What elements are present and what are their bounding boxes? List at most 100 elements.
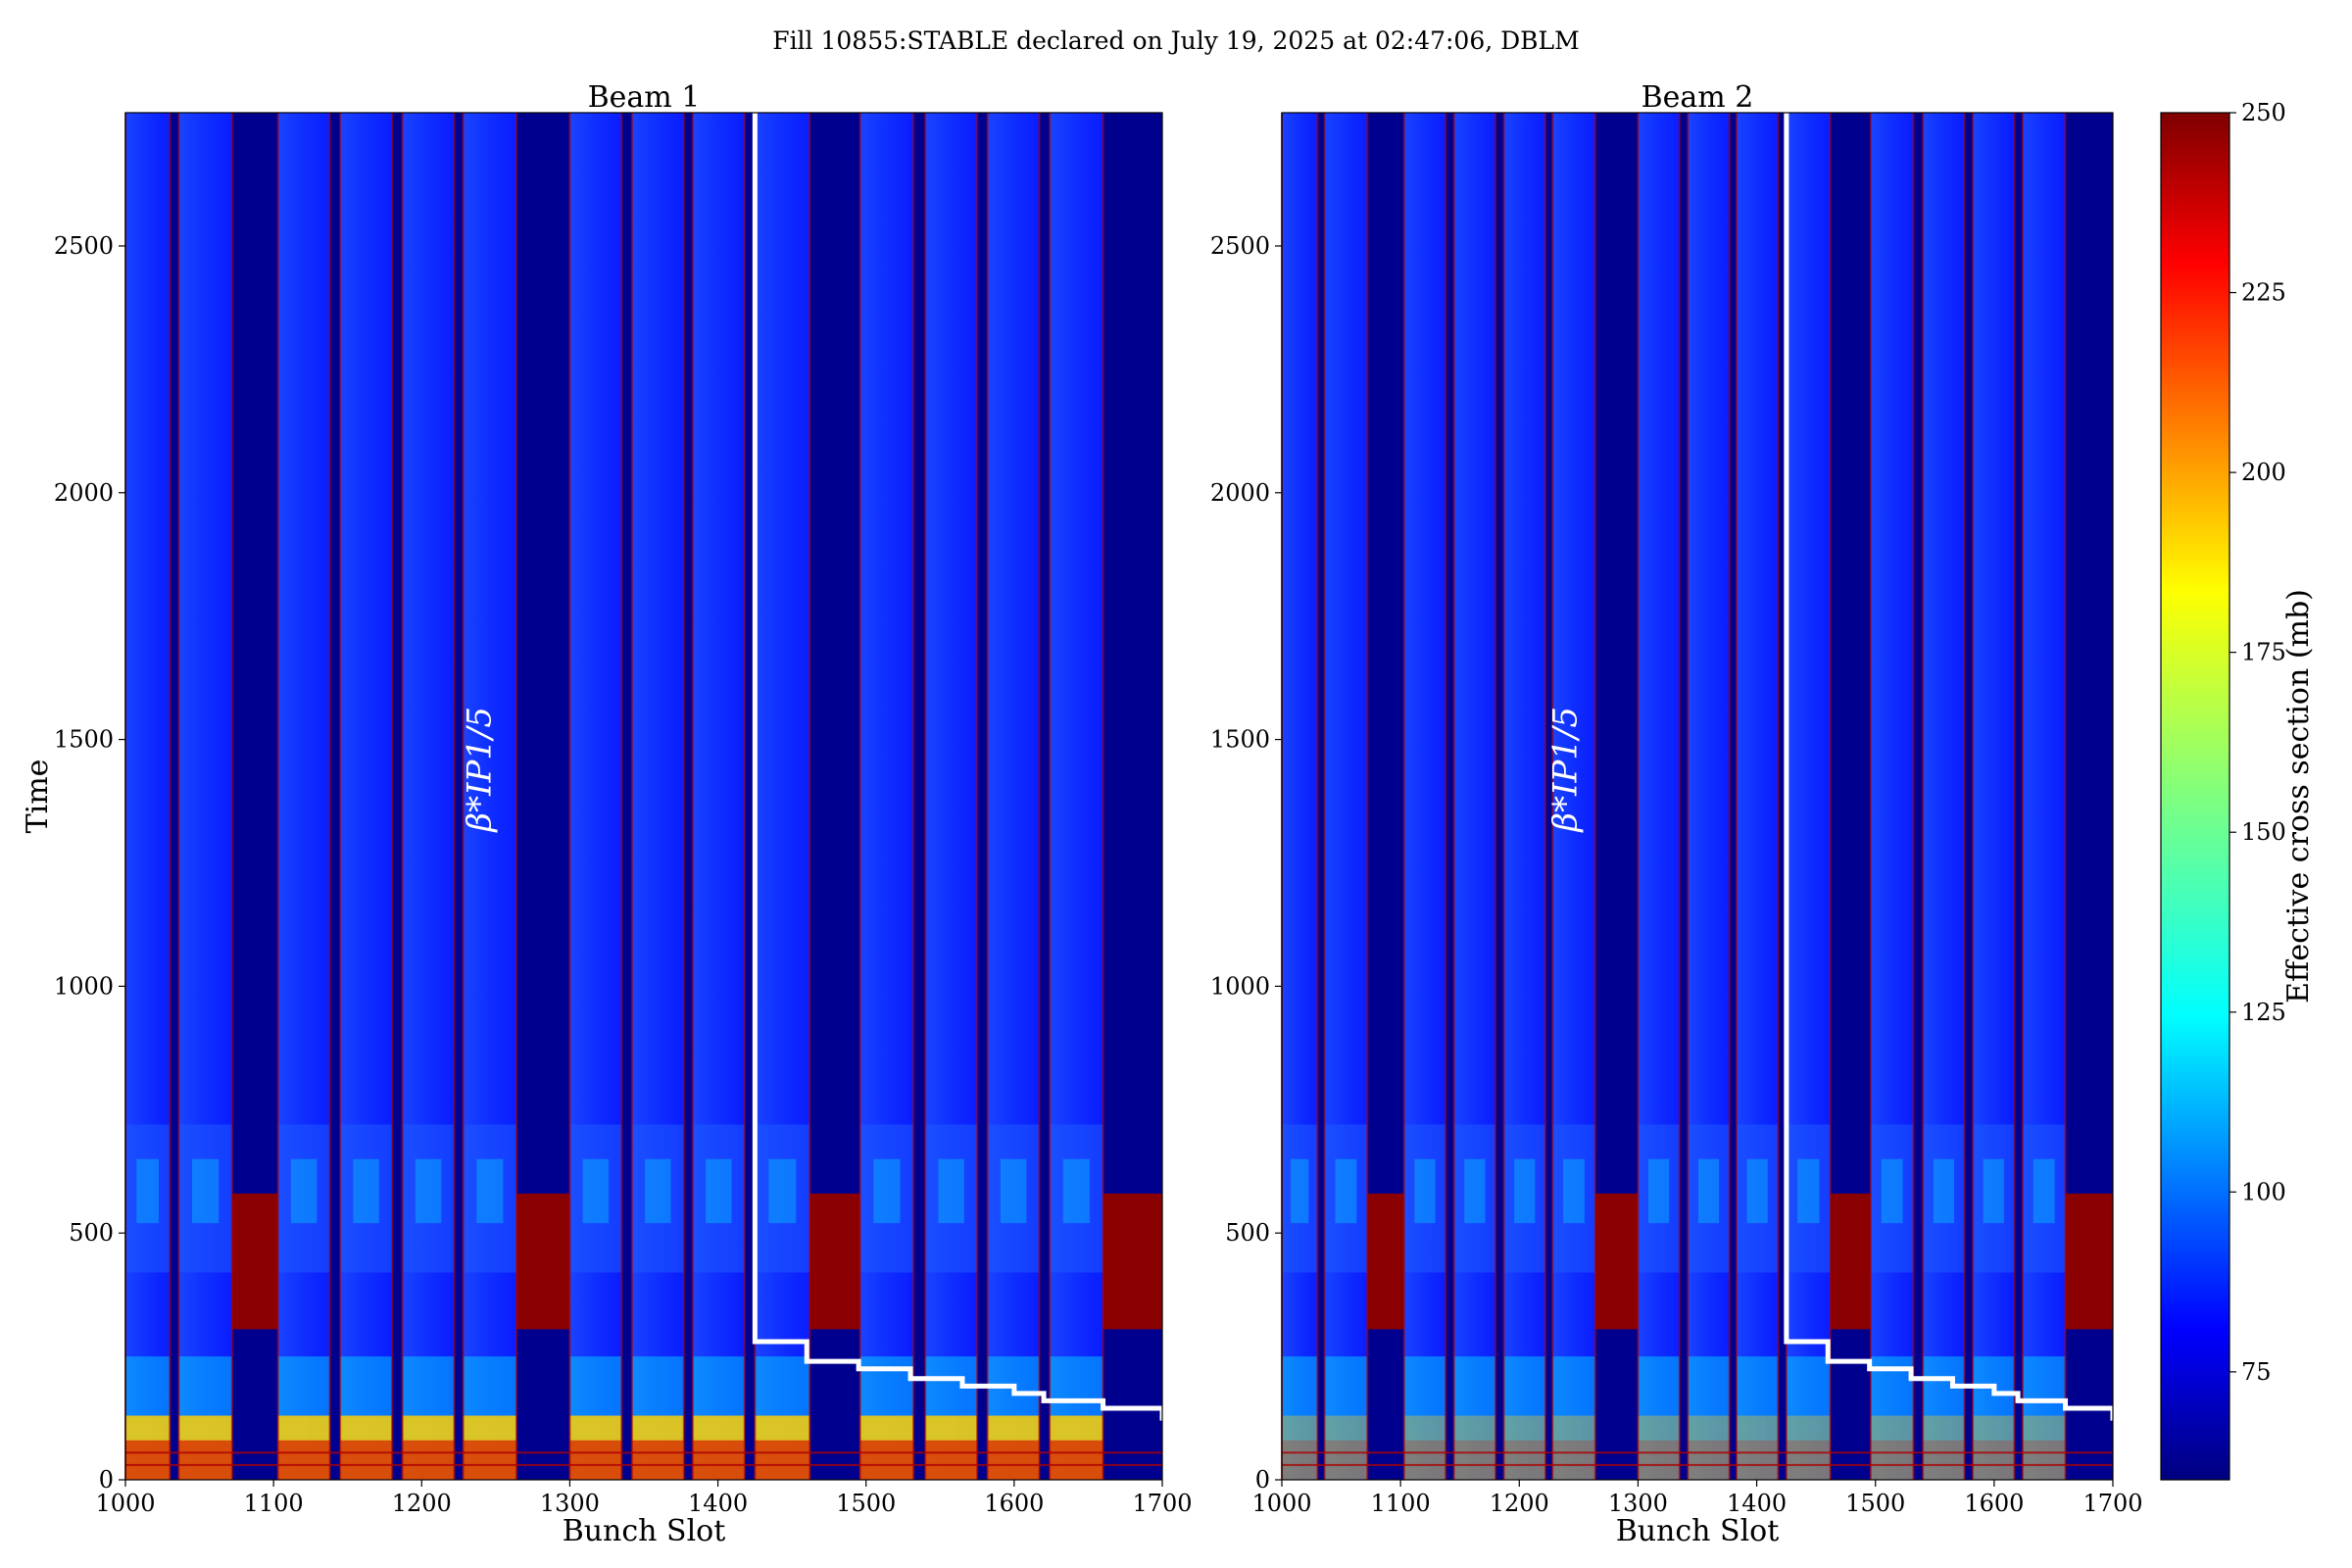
bunch-train-band	[2022, 1124, 2066, 1273]
y-axis-label: Time	[21, 760, 55, 834]
bunch-train-band	[1503, 1124, 1545, 1273]
x-tick-label: 1300	[1608, 1490, 1668, 1517]
bunch-train-band	[768, 1158, 797, 1224]
train-edge	[568, 113, 571, 1480]
bunch-train-start	[1324, 1356, 1368, 1480]
train-edge	[462, 113, 465, 1480]
train-edge	[1402, 113, 1405, 1480]
bunch-train-start	[1736, 1440, 1779, 1480]
bunch-train-band	[925, 1124, 978, 1273]
x-tick-label: 1600	[984, 1490, 1044, 1517]
train-edge	[1972, 113, 1975, 1480]
colorbar-tick-label: 100	[2241, 1178, 2286, 1205]
bunch-train-start	[2022, 1356, 2066, 1480]
beta-step-line	[752, 113, 1165, 1421]
train-edge	[1963, 113, 1966, 1480]
bunch-train-start	[1638, 1440, 1680, 1480]
axes-frame	[124, 112, 1163, 1481]
bunch-train	[178, 113, 232, 1480]
gap-hot-block	[1367, 1193, 1404, 1330]
bunch-train-start	[1403, 1356, 1446, 1480]
bunch-train-band	[1786, 1124, 1831, 1273]
bunch-train-start	[1870, 1356, 1914, 1480]
y-tick-label: 2500	[1210, 232, 1270, 260]
bunch-train-start	[1552, 1415, 1595, 1480]
gap-hot-block	[2065, 1193, 2113, 1330]
bunch-train-start	[1786, 1356, 1831, 1480]
x-tick-label: 1100	[244, 1490, 304, 1517]
gap-hot-block	[1102, 1193, 1162, 1330]
bunch-train-band	[415, 1158, 442, 1224]
bunch-train	[2022, 113, 2066, 1480]
bunch-train	[1403, 113, 1446, 1480]
figure-suptitle: Fill 10855:STABLE declared on July 19, 2…	[772, 26, 1580, 55]
colorbar-tick-label: 125	[2241, 999, 2286, 1026]
bunch-train-start	[1870, 1440, 1914, 1480]
bunch-train-band	[1324, 1124, 1368, 1273]
train-edge	[1323, 113, 1326, 1480]
bunch-train-start	[1973, 1356, 2015, 1480]
bunch-train-start	[1324, 1440, 1368, 1480]
bunch-train-start	[277, 1440, 330, 1480]
train-edge	[1687, 113, 1690, 1480]
bunch-train	[340, 113, 393, 1480]
bunch-train-start	[1688, 1415, 1730, 1480]
axes-frame	[1281, 112, 2114, 1481]
train-edge	[1544, 113, 1546, 1480]
bunch-train	[1324, 113, 1368, 1480]
bunch-train-band	[1983, 1158, 2004, 1224]
bunch-train-band	[1736, 1124, 1779, 1273]
bunch-train-band	[1973, 1124, 2015, 1273]
bunch-train-start	[987, 1440, 1040, 1480]
bottom-line	[125, 1451, 1162, 1454]
x-tick-label: 1700	[2082, 1490, 2142, 1517]
bunch-train-band	[1050, 1124, 1103, 1273]
bunch-train-band	[340, 1124, 393, 1273]
bunch-train-band	[1335, 1158, 1357, 1224]
bunch-train-band	[125, 1124, 171, 1273]
train-edge	[1593, 113, 1596, 1480]
train-edge	[276, 113, 279, 1480]
bunch-train-start	[1453, 1415, 1496, 1480]
bottom-line	[1282, 1451, 2113, 1454]
train-edge	[1494, 113, 1497, 1480]
bunch-train-start	[1736, 1356, 1779, 1480]
train-edge	[169, 113, 172, 1480]
bunch-train-band	[1000, 1158, 1027, 1224]
bunch-train	[1638, 113, 1680, 1480]
train-edge	[339, 113, 342, 1480]
bunch-train-band	[1453, 1124, 1496, 1273]
bunch-train-band	[1563, 1158, 1585, 1224]
y-tick-label: 500	[1225, 1219, 1270, 1247]
bunch-train-start	[1736, 1415, 1779, 1480]
y-tick-label: 2000	[54, 479, 114, 507]
bunch-train-start	[2022, 1440, 2066, 1480]
train-edge	[1912, 113, 1915, 1480]
train-edge	[1735, 113, 1738, 1480]
colorbar: 75 100 125 150 175 200 225 250 Effective cross s…	[2160, 99, 2316, 1481]
colorbar-tick-label: 75	[2241, 1358, 2272, 1386]
bunch-train-start	[1453, 1356, 1496, 1480]
bunch-train-band	[755, 1124, 810, 1273]
bunch-train-start	[1786, 1440, 1831, 1480]
y-tick-label: 2500	[54, 232, 114, 260]
y-tick-label: 0	[99, 1466, 114, 1494]
bunch-train-band	[290, 1158, 318, 1224]
train-edge	[1452, 113, 1455, 1480]
train-edge	[515, 113, 518, 1480]
x-axis-label: Bunch Slot	[1616, 1514, 1780, 1548]
train-edge	[1777, 113, 1780, 1480]
bunch-train-start	[569, 1440, 622, 1480]
bunch-train-band	[569, 1124, 622, 1273]
bunch-train	[631, 113, 684, 1480]
train-edge	[620, 113, 623, 1480]
bunch-train	[859, 113, 914, 1480]
x-tick-label: 1100	[1371, 1490, 1431, 1517]
bunch-train-start	[340, 1440, 393, 1480]
bunch-train-band	[1291, 1158, 1309, 1224]
bunch-train	[1786, 113, 1831, 1480]
gap-hot-block	[231, 1193, 278, 1330]
bunch-train-band	[1464, 1158, 1486, 1224]
bunch-train	[277, 113, 330, 1480]
x-tick-label: 1500	[836, 1490, 896, 1517]
